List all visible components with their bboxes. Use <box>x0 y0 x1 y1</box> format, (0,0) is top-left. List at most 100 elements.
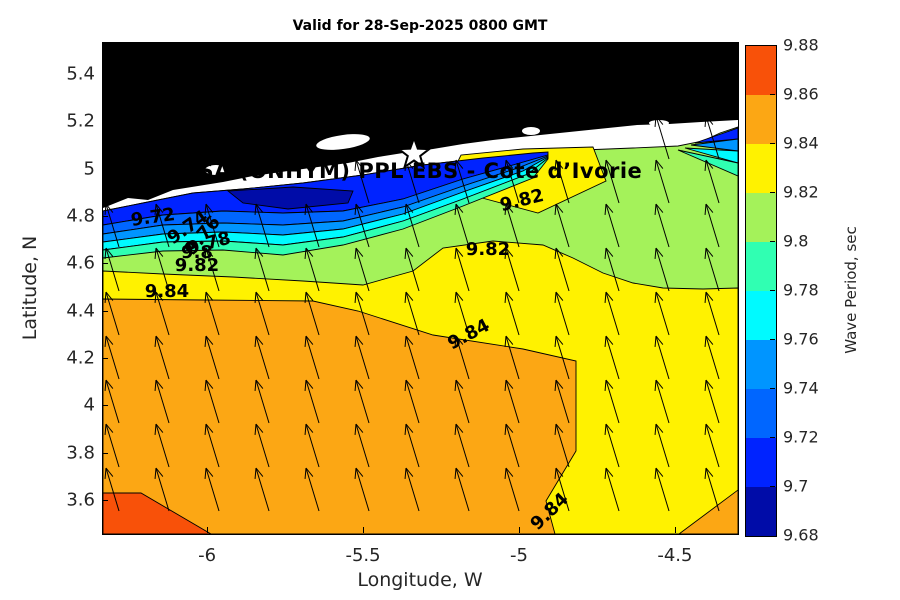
quiver-arrow <box>454 379 457 392</box>
quiver-arrow <box>655 291 664 301</box>
quiver-arrow <box>155 467 164 477</box>
quiver-arrow <box>154 467 157 480</box>
x-tick-label: -5 <box>510 545 528 566</box>
quiver-arrow <box>505 379 520 424</box>
quiver-arrow <box>604 335 607 348</box>
quiver-arrow <box>255 379 264 389</box>
quiver-arrow <box>155 203 170 248</box>
contour-band-9.86-9.88 <box>103 492 212 534</box>
x-axis-label: Longitude, W <box>357 569 483 591</box>
quiver-arrow <box>354 247 357 260</box>
contour-fan-cyan <box>684 147 738 164</box>
quiver-arrow <box>555 423 564 433</box>
quiver-arrow <box>705 291 720 336</box>
quiver-arrow <box>504 203 507 216</box>
quiver-arrow <box>554 335 557 348</box>
quiver-arrow <box>354 159 357 172</box>
quiver-arrow <box>655 247 664 257</box>
quiver-arrow <box>254 291 257 304</box>
quiver-arrow <box>505 423 514 433</box>
quiver-arrow <box>604 247 607 260</box>
quiver-arrow <box>505 335 520 380</box>
quiver-arrow <box>554 247 557 260</box>
quiver-arrow <box>705 247 720 292</box>
quiver-arrow <box>455 467 470 512</box>
star-marker <box>395 135 433 170</box>
y-tick-label: 5 <box>83 158 95 180</box>
quiver-arrow <box>455 159 470 204</box>
x-tick-mark <box>674 527 676 533</box>
quiver-arrow <box>605 335 620 380</box>
quiver-arrow <box>655 159 670 204</box>
quiver-arrow <box>554 203 557 216</box>
contour-fan-blue <box>694 127 738 144</box>
quiver-arrow <box>505 423 520 468</box>
quiver-arrow <box>205 291 220 336</box>
quiver-arrow <box>655 335 670 380</box>
quiver-arrow <box>504 379 507 392</box>
y-tick-label: 4.8 <box>66 205 95 227</box>
quiver-arrow <box>555 467 564 477</box>
quiver-arrow <box>105 335 114 345</box>
quiver-arrow <box>505 291 520 336</box>
quiver-arrow <box>655 379 670 424</box>
quiver-arrow <box>305 423 314 433</box>
quiver-arrow <box>604 159 607 172</box>
quiver-arrow <box>655 159 664 169</box>
quiver-arrow <box>305 467 320 512</box>
quiver-arrow <box>504 159 507 172</box>
quiver-arrow <box>354 203 357 216</box>
quiver-arrow <box>355 335 364 345</box>
contour-value-label: 9.84 <box>144 281 190 302</box>
contour-band-corner-orange <box>678 489 738 534</box>
x-tick-label: -6 <box>198 545 217 566</box>
quiver-arrow <box>154 291 157 304</box>
x-tick-mark <box>207 527 209 533</box>
quiver-arrow <box>504 247 507 260</box>
quiver-arrow <box>205 467 214 477</box>
quiver-arrow <box>654 247 657 260</box>
quiver-arrow <box>704 203 707 216</box>
quiver-arrow <box>454 291 457 304</box>
quiver-arrow <box>705 247 714 257</box>
quiver-arrow <box>455 379 464 389</box>
quiver-arrow <box>104 467 107 480</box>
quiver-arrow <box>455 335 464 345</box>
quiver-arrow <box>154 203 157 216</box>
quiver-arrow <box>605 291 614 301</box>
quiver-arrow <box>655 335 664 345</box>
quiver-arrow <box>355 423 370 468</box>
quiver-arrow <box>455 203 470 248</box>
quiver-arrow <box>404 291 407 304</box>
quiver-arrow <box>155 291 164 301</box>
quiver-arrow <box>255 335 264 345</box>
quiver-arrow <box>154 247 157 260</box>
quiver-arrow <box>305 335 314 345</box>
quiver-arrow <box>704 291 707 304</box>
quiver-arrow <box>205 247 214 257</box>
quiver-arrow <box>705 203 714 213</box>
y-tick-label: 4.6 <box>66 252 95 274</box>
quiver-arrow <box>605 379 620 424</box>
quiver-arrow <box>654 335 657 348</box>
colorbar-tick-label: 9.72 <box>783 427 819 447</box>
quiver-arrow <box>405 423 414 433</box>
quiver-arrow <box>654 379 657 392</box>
quiver-arrow <box>654 203 657 216</box>
quiver-arrow <box>705 379 714 389</box>
quiver-arrow <box>105 291 120 336</box>
quiver-arrow <box>304 379 307 392</box>
quiver-arrow <box>255 423 270 468</box>
colorbar-tick-mark <box>770 486 775 487</box>
quiver-arrow <box>455 159 464 169</box>
quiver-arrow <box>104 291 107 304</box>
quiver-arrow <box>105 379 114 389</box>
quiver-arrow <box>354 423 357 436</box>
quiver-arrow <box>504 467 507 480</box>
quiver-arrow <box>155 467 170 512</box>
quiver-arrow <box>155 379 170 424</box>
y-tick-mark <box>102 121 108 123</box>
quiver-arrow <box>305 291 314 301</box>
quiver-arrow <box>504 335 507 348</box>
